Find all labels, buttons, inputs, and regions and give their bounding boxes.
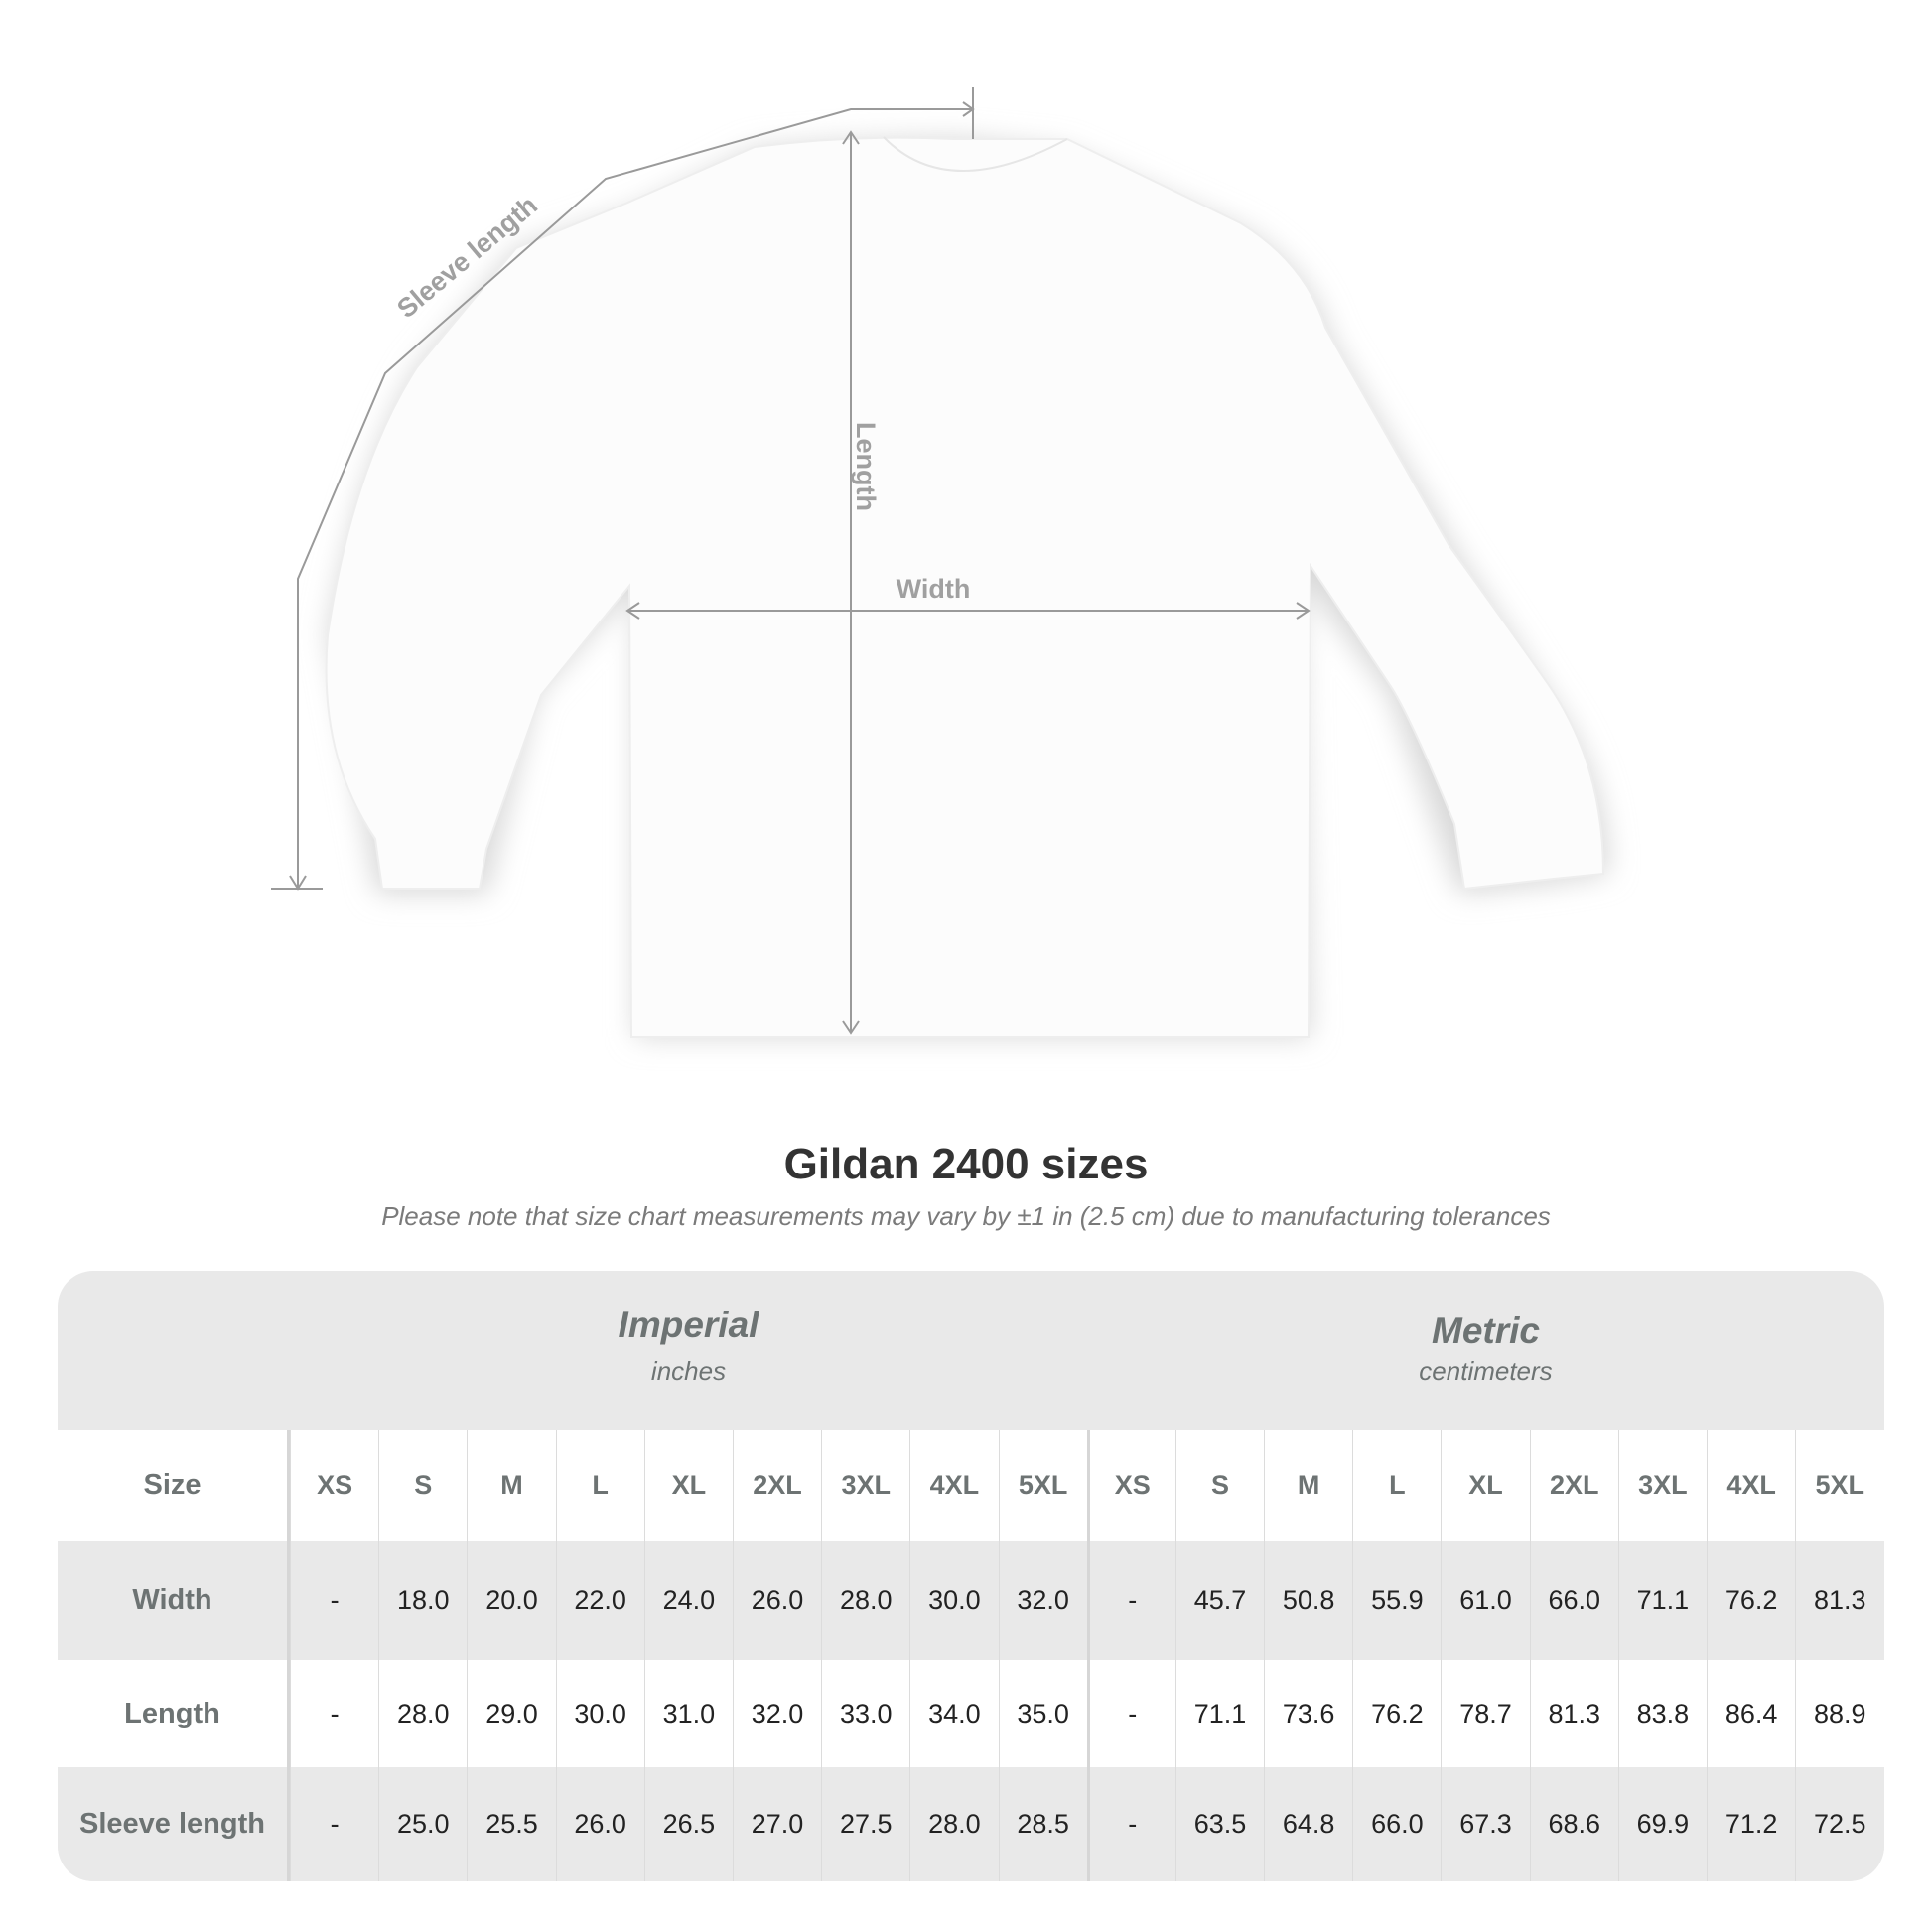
- size-header-cell: 2XL: [1529, 1430, 1618, 1541]
- value-cell: 28.0: [909, 1767, 998, 1881]
- size-table: Imperial inches Metric centimeters Size X…: [58, 1271, 1884, 1881]
- value-cell: 34.0: [909, 1660, 998, 1767]
- value-cell: 24.0: [643, 1541, 733, 1660]
- size-header-cell: 4XL: [909, 1430, 998, 1541]
- size-header-cell: XL: [643, 1430, 733, 1541]
- value-cell: 81.3: [1529, 1660, 1618, 1767]
- row-label: Length: [58, 1660, 290, 1767]
- value-cell: 25.0: [378, 1767, 467, 1881]
- row-label: Sleeve length: [58, 1767, 290, 1881]
- size-header-cell: XS: [1086, 1430, 1175, 1541]
- size-header-cell: XS: [290, 1430, 378, 1541]
- length-label: Length: [851, 422, 881, 511]
- value-cell: 68.6: [1529, 1767, 1618, 1881]
- width-label: Width: [897, 574, 971, 604]
- size-header-cell: 5XL: [998, 1430, 1087, 1541]
- table-row: Width -18.0 20.0 22.0 24.0 26.0 28.0 30.0 32.0-4…: [58, 1541, 1884, 1660]
- value-cell: 30.0: [909, 1541, 998, 1660]
- value-cell: 35.0: [998, 1660, 1087, 1767]
- value-cell: 32.0: [998, 1541, 1087, 1660]
- value-cell: 81.3: [1795, 1541, 1883, 1660]
- value-cell: 63.5: [1174, 1767, 1264, 1881]
- value-cell: 28.0: [378, 1660, 467, 1767]
- value-cell: -: [290, 1541, 378, 1660]
- value-cell: 25.5: [467, 1767, 555, 1881]
- size-header-cell: 3XL: [821, 1430, 909, 1541]
- value-cell: 18.0: [378, 1541, 467, 1660]
- shirt-diagram: Sleeve length Length Width: [271, 87, 1608, 1038]
- table-row: Length -28.0 29.0 30.0 31.0 32.0 33.0 34.0 35.0-…: [58, 1660, 1884, 1767]
- value-cell: 45.7: [1174, 1541, 1264, 1660]
- row-label: Width: [58, 1541, 290, 1660]
- size-header-cell: S: [378, 1430, 467, 1541]
- value-cell: 76.2: [1352, 1660, 1441, 1767]
- value-cell: 71.1: [1174, 1660, 1264, 1767]
- value-cell: 69.9: [1617, 1767, 1707, 1881]
- measure-lines: [271, 87, 1311, 1035]
- size-header-cell: S: [1174, 1430, 1264, 1541]
- size-header-cell: 2XL: [732, 1430, 821, 1541]
- value-cell: -: [1086, 1660, 1175, 1767]
- value-cell: 50.8: [1264, 1541, 1352, 1660]
- value-cell: 71.2: [1707, 1767, 1795, 1881]
- row-label: Size: [58, 1430, 290, 1541]
- value-cell: 86.4: [1707, 1660, 1795, 1767]
- value-cell: 73.6: [1264, 1660, 1352, 1767]
- value-cell: 22.0: [555, 1541, 644, 1660]
- size-header-cell: L: [555, 1430, 644, 1541]
- value-cell: 72.5: [1795, 1767, 1883, 1881]
- value-cell: 71.1: [1617, 1541, 1707, 1660]
- size-header-cell: M: [1264, 1430, 1352, 1541]
- value-cell: -: [290, 1767, 378, 1881]
- value-cell: 29.0: [467, 1660, 555, 1767]
- value-cell: 26.0: [555, 1767, 644, 1881]
- metric-unit: centimeters: [1419, 1356, 1553, 1386]
- value-cell: 64.8: [1264, 1767, 1352, 1881]
- value-cell: 20.0: [467, 1541, 555, 1660]
- metric-header: Metric centimeters: [1087, 1271, 1884, 1430]
- value-cell: 88.9: [1795, 1660, 1883, 1767]
- page-title: Gildan 2400 sizes: [783, 1140, 1149, 1188]
- value-cell: 33.0: [821, 1660, 909, 1767]
- size-header-cell: L: [1352, 1430, 1441, 1541]
- table-row: Sleeve length -25.0 25.5 26.0 26.5 27.0 27.5 28…: [58, 1767, 1884, 1881]
- value-cell: 78.7: [1441, 1660, 1529, 1767]
- value-cell: 55.9: [1352, 1541, 1441, 1660]
- value-cell: 26.5: [643, 1767, 733, 1881]
- size-header-cell: XL: [1441, 1430, 1529, 1541]
- value-cell: 27.0: [732, 1767, 821, 1881]
- size-header-cell: 4XL: [1707, 1430, 1795, 1541]
- imperial-unit: inches: [650, 1356, 727, 1386]
- metric-title: Metric: [1432, 1311, 1540, 1351]
- value-cell: 66.0: [1529, 1541, 1618, 1660]
- value-cell: 31.0: [643, 1660, 733, 1767]
- value-cell: 26.0: [732, 1541, 821, 1660]
- value-cell: 32.0: [732, 1660, 821, 1767]
- value-cell: 66.0: [1352, 1767, 1441, 1881]
- value-cell: 67.3: [1441, 1767, 1529, 1881]
- value-cell: -: [1086, 1767, 1175, 1881]
- value-cell: -: [1086, 1541, 1175, 1660]
- size-header-cell: 5XL: [1795, 1430, 1883, 1541]
- value-cell: 28.5: [998, 1767, 1087, 1881]
- value-cell: 30.0: [555, 1660, 644, 1767]
- value-cell: 61.0: [1441, 1541, 1529, 1660]
- value-cell: -: [290, 1660, 378, 1767]
- value-cell: 27.5: [821, 1767, 909, 1881]
- imperial-header: Imperial inches: [290, 1271, 1087, 1430]
- size-header-row: Size XS S M L XL 2XL 3XL 4XL 5XL XS S M L XL 2XL 3XL 4XL 5…: [58, 1430, 1884, 1541]
- value-cell: 83.8: [1617, 1660, 1707, 1767]
- tolerance-note: Please note that size chart measurements…: [381, 1201, 1551, 1231]
- size-header-cell: M: [467, 1430, 555, 1541]
- imperial-title: Imperial: [618, 1305, 759, 1345]
- size-header-cell: 3XL: [1617, 1430, 1707, 1541]
- sleeve-measure-line: [297, 108, 973, 889]
- value-cell: 76.2: [1707, 1541, 1795, 1660]
- shirt: [325, 136, 1605, 1038]
- value-cell: 28.0: [821, 1541, 909, 1660]
